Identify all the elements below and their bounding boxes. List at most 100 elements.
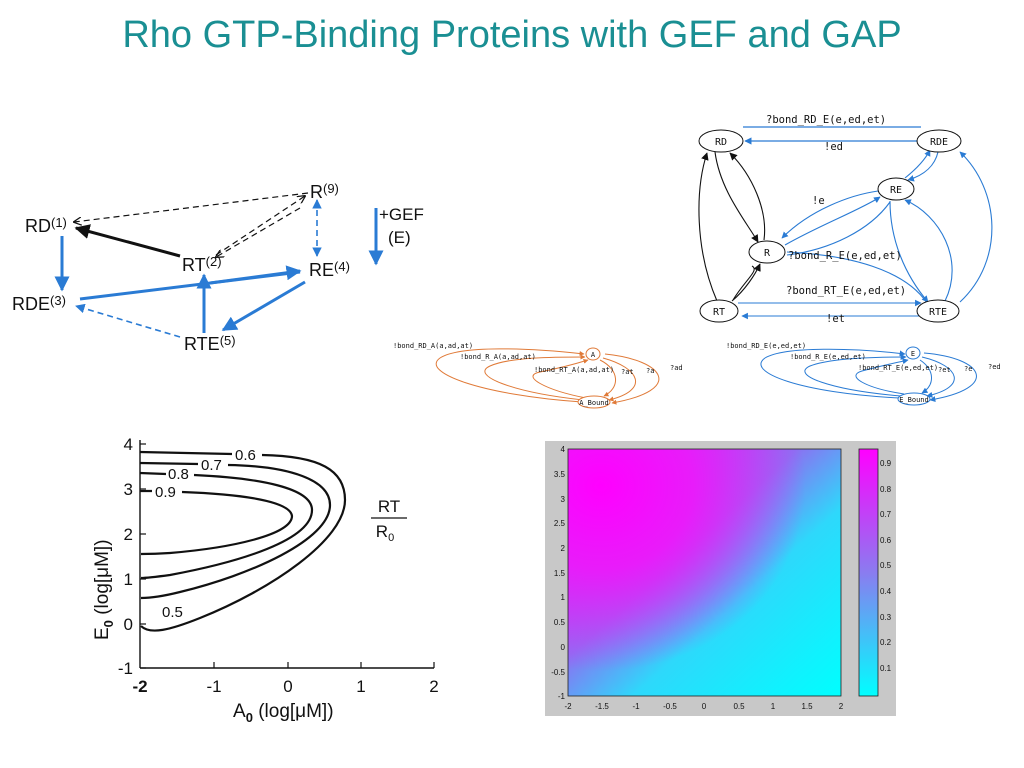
- edge-rd-r: [714, 151, 759, 243]
- small-a-edge-5: [602, 357, 637, 402]
- heatmap-ytick: 2.5: [554, 519, 566, 528]
- node-rd: RD(1): [25, 215, 67, 236]
- heatmap-ytick: 1: [561, 593, 566, 602]
- net-node-rd-label: RD: [715, 137, 727, 148]
- contour-ytick: -1: [118, 659, 133, 678]
- small-network-e: E E_Bound !bond_RD_E(e,ed,et) !bond_R_E(…: [726, 342, 1001, 406]
- heatmap-yticks: 4 3.5 3 2.5 2 1.5 1 0.5 0 -0.5 -1: [551, 445, 565, 701]
- contour-xlabel: A0 (log[μM]): [233, 701, 334, 725]
- ratio-numerator: RT: [378, 497, 400, 516]
- colorbar-tick: 0.5: [880, 561, 892, 570]
- heatmap-ytick: 0: [561, 643, 566, 652]
- net-node-rte-label: RTE: [929, 307, 947, 318]
- heatmap-ytick: 3: [561, 495, 566, 504]
- contour-label-0-7: 0.7: [201, 457, 222, 474]
- small-e-node-bound-label: E_Bound: [899, 396, 929, 404]
- small-e-edge-3: [855, 358, 909, 395]
- contour-ytick: 2: [124, 525, 133, 544]
- small-a-node-a-label: A: [591, 351, 596, 359]
- contour-0-7: [139, 471, 314, 580]
- colorbar-tick: 0.3: [880, 613, 892, 622]
- arrow-rte-to-rde: [75, 303, 181, 338]
- node-rte: RTE(5): [184, 333, 236, 354]
- net-node-rt-label: RT: [713, 307, 725, 318]
- heatmap-ytick: 4: [561, 445, 566, 454]
- small-a-label-5: ?a: [646, 367, 654, 375]
- arrow-rt-to-r-top: [215, 196, 305, 256]
- node-r: R(9): [310, 181, 339, 202]
- small-e-label-4: ?et: [938, 366, 951, 374]
- edge-rte-rde: [959, 151, 993, 303]
- small-e-edge-2: [804, 354, 907, 397]
- heatmap-panel: 4 3.5 3 2.5 2 1.5 1 0.5 0 -0.5 -1 -2 -1.…: [545, 441, 896, 716]
- arrow-rt-to-re: [209, 265, 302, 285]
- small-a-node-bound: [577, 395, 611, 409]
- small-a-label-2: !bond_R_A(a,ad,at): [460, 353, 536, 361]
- contour-ytick: 3: [124, 480, 133, 499]
- node-rt: RT(2): [182, 254, 222, 275]
- small-network-a: A A_Bound !bond_RD_A(a,ad,at) !bond_R_A(…: [393, 342, 683, 409]
- heatmap-border: [567, 448, 842, 697]
- heatmap-xticks: -2 -1.5 -1 -0.5 0 0.5 1 1.5 2: [564, 702, 843, 711]
- small-a-label-4: ?at: [621, 368, 634, 376]
- small-e-label-2: !bond_R_E(e,ed,et): [790, 353, 866, 361]
- heatmap-ytick: 1.5: [554, 569, 566, 578]
- contour-xtick: -2: [132, 677, 147, 696]
- contour-ytick: 1: [124, 570, 133, 589]
- colorbar-tick: 0.2: [880, 638, 892, 647]
- heatmap-ytick: -1: [558, 692, 566, 701]
- net-node-re: [877, 177, 915, 201]
- small-a-edge-1: [435, 348, 585, 403]
- net-node-r: [748, 240, 786, 264]
- edge-rt-rd: [698, 152, 718, 302]
- contour-label-0-5: 0.5: [162, 604, 183, 621]
- net-node-rt: [699, 299, 739, 323]
- heatmap-xtick: -2: [564, 702, 572, 711]
- node-rde: RDE(3): [12, 293, 66, 314]
- edge-r-re: [784, 196, 881, 246]
- arrow-re-to-rte: [221, 280, 306, 332]
- small-a-label-1: !bond_RD_A(a,ad,at): [393, 342, 473, 350]
- contour-xtick: 1: [356, 677, 365, 696]
- small-a-edge-4: [599, 359, 616, 397]
- edge-label-ed: !ed: [824, 141, 843, 153]
- heatmap-xtick: -0.5: [663, 702, 677, 711]
- small-a-label-3: !bond_RT_A(a,ad,at): [534, 366, 614, 374]
- arrow-r-to-rt: [216, 207, 301, 257]
- contour-plot: 0.6 0.7 0.8 0.9 0.5 4 3 2 1 0 -1 -2 -1 0…: [92, 435, 439, 725]
- small-a-label-6: ?ad: [670, 364, 683, 372]
- net-node-rte: [916, 299, 960, 323]
- contour-label-0-9: 0.9: [155, 484, 176, 501]
- small-a-edge-3: [532, 358, 589, 399]
- heatmap-xtick: 2: [839, 702, 844, 711]
- contour-0-6: [139, 461, 332, 600]
- edge-rde-re: [907, 151, 939, 182]
- contour-xtick: 2: [429, 677, 438, 696]
- heatmap-ytick: -0.5: [551, 668, 565, 677]
- colorbar-tick: 0.8: [880, 485, 892, 494]
- contour-label-0-8: 0.8: [168, 466, 189, 483]
- arrow-rt-to-rd: [74, 224, 181, 258]
- edge-r-rd: [729, 152, 766, 241]
- edge-re-rde: [904, 149, 931, 179]
- edge-rt-r-b: [732, 265, 755, 301]
- small-e-edge-4: [919, 359, 932, 394]
- edge-re-rte: [889, 200, 929, 303]
- contour-ytick: 0: [124, 615, 133, 634]
- small-a-node-a: [585, 347, 601, 361]
- small-e-node-e-label: E: [911, 350, 915, 358]
- colorbar-tick: 0.6: [880, 536, 892, 545]
- contour-0-5: [139, 450, 347, 632]
- heatmap-field-overlay: [568, 449, 841, 696]
- heatmap-xtick: -1: [632, 702, 640, 711]
- colorbar-tick: 0.1: [880, 664, 892, 673]
- small-e-label-3: !bond_RT_E(e,ed,et): [858, 364, 938, 372]
- small-e-edge-1: [760, 348, 906, 399]
- heatmap-xtick: 0.5: [733, 702, 745, 711]
- heatmap-ytick: 3.5: [554, 470, 566, 479]
- small-a-edge-6: [604, 353, 660, 405]
- colorbar-tick: 0.7: [880, 510, 892, 519]
- contour-xtick: 0: [283, 677, 292, 696]
- heatmap-xtick: -1.5: [595, 702, 609, 711]
